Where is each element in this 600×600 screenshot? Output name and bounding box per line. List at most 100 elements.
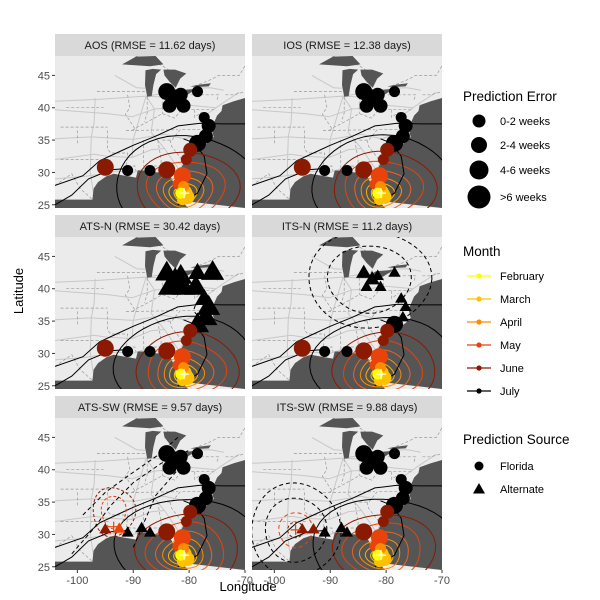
state-border	[304, 492, 334, 534]
legend-month-title: Month	[463, 244, 501, 259]
panel-title: ATS-N (RMSE = 30.42 days)	[80, 221, 221, 233]
month-contour	[341, 522, 421, 570]
source-crosshair	[290, 524, 301, 535]
great-lake	[122, 237, 164, 248]
data-point-alternate	[364, 271, 380, 285]
state-border	[321, 275, 334, 312]
july-contour	[55, 168, 128, 206]
state-border	[252, 354, 290, 381]
state-border	[321, 456, 334, 493]
june-contour	[331, 331, 436, 389]
state-border	[55, 354, 93, 381]
x-tick-label: -80	[378, 575, 394, 587]
state-border	[225, 272, 245, 277]
state-border	[107, 311, 137, 353]
gulf-of-mexico	[55, 170, 188, 208]
x-tick-label: -70	[434, 575, 450, 587]
legend-month-dot	[476, 365, 482, 371]
y-tick-label: 25	[38, 200, 50, 212]
state-border	[162, 491, 212, 503]
great-lake	[319, 237, 361, 248]
great-lake	[319, 56, 361, 67]
data-point-florida	[173, 449, 188, 464]
data-point-florida	[377, 334, 389, 346]
x-axis-title: Longitude	[219, 579, 276, 594]
legend-month-dot	[476, 342, 482, 348]
great-lake	[342, 249, 359, 278]
data-point-alternate	[395, 292, 408, 303]
road-line	[55, 148, 165, 160]
atlantic-ocean	[181, 56, 245, 208]
data-point-florida	[377, 515, 389, 527]
state-border	[225, 91, 245, 96]
state-border	[252, 173, 290, 200]
legend-error-title: Prediction Error	[463, 89, 557, 104]
data-point-florida	[180, 515, 192, 527]
great-lake	[145, 430, 162, 459]
state-border	[341, 96, 345, 123]
road-line	[311, 255, 343, 270]
panel-6: ITS-SW (RMSE = 9.88 days)	[252, 396, 442, 570]
month-contour	[354, 169, 412, 208]
data-point-florida	[355, 523, 373, 541]
month-contour	[353, 349, 411, 389]
road-line	[55, 329, 165, 341]
data-point-florida	[198, 473, 210, 485]
legend-error-label: 4-6 weeks	[500, 165, 551, 177]
data-point-florida	[293, 339, 311, 357]
panel-strip	[55, 34, 245, 56]
source-crosshair	[179, 369, 190, 380]
great-lake	[122, 418, 164, 429]
data-point-florida	[395, 129, 410, 144]
panel-strip	[55, 396, 245, 418]
state-border	[387, 94, 417, 102]
source-crosshair	[376, 369, 387, 380]
data-point-florida	[395, 473, 407, 485]
month-contour	[144, 521, 225, 570]
legend-error-label: >6 weeks	[500, 192, 547, 204]
legend-month-label: May	[500, 340, 521, 352]
data-point-florida	[176, 460, 191, 475]
data-point-alternate	[188, 262, 207, 280]
panel-2: IOS (RMSE = 12.38 days)	[252, 34, 442, 208]
month-contour	[351, 531, 409, 570]
data-point-alternate	[201, 259, 225, 280]
data-point-alternate	[99, 522, 112, 534]
data-point-florida	[380, 142, 395, 157]
atlantic-ocean	[378, 418, 442, 570]
panel-title: AOS (RMSE = 11.62 days)	[85, 40, 216, 52]
state-border	[55, 535, 93, 562]
road-line	[114, 74, 146, 89]
data-point-florida	[389, 448, 400, 460]
june-contour	[134, 513, 238, 570]
state-border	[391, 471, 399, 481]
great-lake	[360, 69, 384, 88]
data-point-florida	[122, 164, 134, 176]
road-line	[114, 255, 146, 270]
road-line	[252, 133, 395, 140]
data-point-florida	[359, 460, 374, 475]
great-lake	[387, 83, 408, 87]
data-point-alternate	[374, 280, 387, 291]
data-point-florida	[395, 491, 410, 506]
data-point-florida	[198, 111, 210, 123]
data-point-florida	[192, 86, 203, 98]
y-tick-label: 40	[38, 284, 50, 296]
road-line	[55, 510, 165, 522]
great-lake	[163, 250, 187, 269]
state-border	[391, 290, 399, 300]
legend-source-title: Prediction Source	[463, 432, 570, 447]
great-lake	[342, 430, 359, 459]
july-contour	[252, 303, 442, 367]
data-point-alternate	[169, 263, 193, 284]
data-point-alternate	[399, 300, 412, 312]
data-point-florida	[122, 345, 134, 357]
legend-month-label: March	[500, 294, 531, 306]
great-lake	[163, 69, 187, 88]
data-point-alternate	[135, 521, 148, 533]
data-point-alternate	[360, 280, 373, 291]
state-border	[186, 290, 217, 292]
state-border	[107, 130, 137, 172]
data-point-florida	[96, 339, 114, 357]
panel-5: ATS-SW (RMSE = 9.57 days)	[55, 396, 245, 570]
